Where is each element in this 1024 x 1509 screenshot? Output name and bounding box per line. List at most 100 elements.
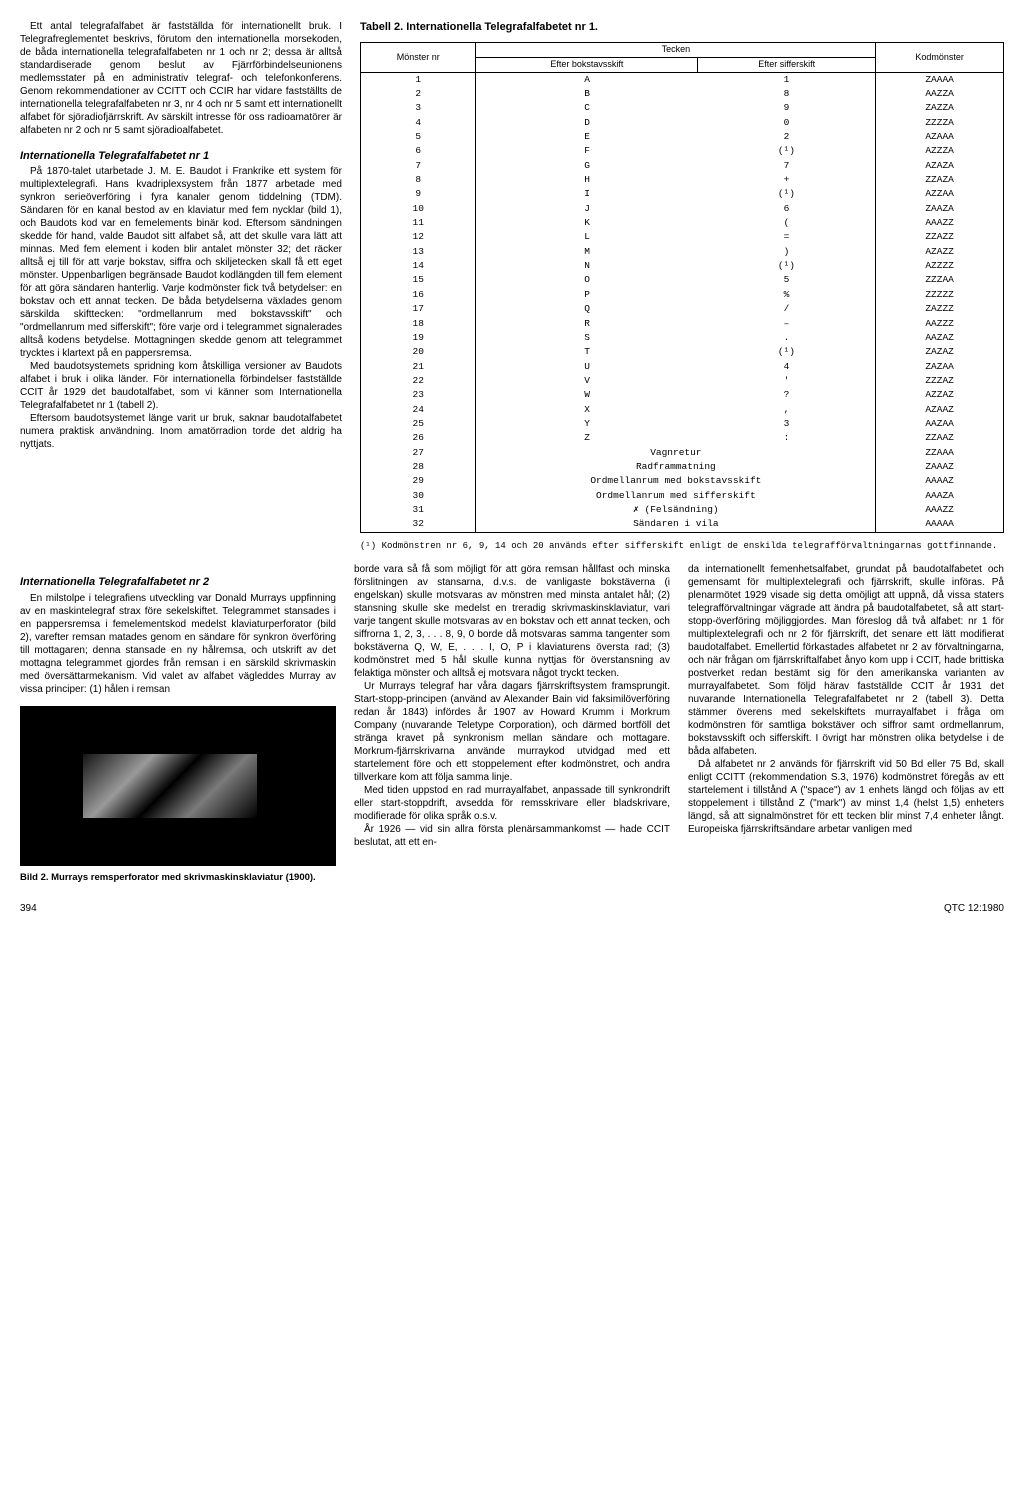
table-cell: (¹) (698, 259, 876, 273)
table-cell: ZZAZZ (876, 230, 1004, 244)
table-cell: Q (476, 302, 698, 316)
table-cell: 9 (698, 101, 876, 115)
table-cell: (¹) (698, 345, 876, 359)
table-cell: ZAAAZ (876, 460, 1004, 474)
table-cell: U (476, 360, 698, 374)
table-cell: 3 (361, 101, 476, 115)
table-cell: 14 (361, 259, 476, 273)
table-cell: ZAZZZ (876, 302, 1004, 316)
table-cell: ) (698, 245, 876, 259)
table-cell: ZZAAZ (876, 431, 1004, 445)
table-cell: 6 (361, 144, 476, 158)
table-cell: AAZAZ (876, 331, 1004, 345)
table-cell: P (476, 288, 698, 302)
paragraph: da internationellt femenhetsalfabet, gru… (688, 563, 1004, 758)
table-cell: ZZAZA (876, 173, 1004, 187)
table-cell: AZAAZ (876, 403, 1004, 417)
table-cell: 32 (361, 517, 476, 532)
table-cell: 13 (361, 245, 476, 259)
paragraph: borde vara så få som möjligt för att gör… (354, 563, 670, 680)
table-cell: 4 (361, 116, 476, 130)
table-cell: L (476, 230, 698, 244)
table-cell: 8 (698, 87, 876, 101)
table-cell: W (476, 388, 698, 402)
issue-ref: QTC 12:1980 (944, 902, 1004, 915)
table-cell: AAAZZ (876, 503, 1004, 517)
table-cell: D (476, 116, 698, 130)
table-cell: V (476, 374, 698, 388)
table-cell: 23 (361, 388, 476, 402)
table-cell: 7 (361, 159, 476, 173)
table-cell: C (476, 101, 698, 115)
table-cell: 8 (361, 173, 476, 187)
table-cell: ZAZAZ (876, 345, 1004, 359)
table-cell: 6 (698, 202, 876, 216)
page-number: 394 (20, 902, 37, 915)
th-efter-bok: Efter bokstavsskift (476, 57, 698, 72)
section-heading-1: Internationella Telegrafalfabetet nr 1 (20, 149, 342, 163)
table-cell: ? (698, 388, 876, 402)
table-cell: AAZAA (876, 417, 1004, 431)
table-cell: 31 (361, 503, 476, 517)
lower-col-3: da internationellt femenhetsalfabet, gru… (688, 563, 1004, 892)
table-cell: (¹) (698, 187, 876, 201)
table-cell: 9 (361, 187, 476, 201)
table-cell: 2 (698, 130, 876, 144)
table-cell: 26 (361, 431, 476, 445)
table-cell: 17 (361, 302, 476, 316)
table-cell: AZAZA (876, 159, 1004, 173)
table-cell: F (476, 144, 698, 158)
figure-2-caption: Bild 2. Murrays remsperforator med skriv… (20, 872, 336, 884)
table-cell: 16 (361, 288, 476, 302)
table-cell: ZAAZA (876, 202, 1004, 216)
table-cell: 10 (361, 202, 476, 216)
telegraph-table: Mönster nr Tecken Kodmönster Efter bokst… (360, 42, 1004, 532)
table-cell: 29 (361, 474, 476, 488)
table-cell: ZAZZA (876, 101, 1004, 115)
table-cell: 22 (361, 374, 476, 388)
table-cell: S (476, 331, 698, 345)
table-cell: 21 (361, 360, 476, 374)
table-cell: Ordmellanrum med sifferskift (476, 489, 876, 503)
table-cell: X (476, 403, 698, 417)
table-cell: AZAZZ (876, 245, 1004, 259)
table-cell: 11 (361, 216, 476, 230)
table-area: Tabell 2. Internationella Telegrafalfabe… (360, 20, 1004, 551)
table-cell: ZZAAA (876, 446, 1004, 460)
page-footer: 394 QTC 12:1980 (20, 902, 1004, 915)
table-cell: ( (698, 216, 876, 230)
table-cell: – (698, 317, 876, 331)
table-cell: ZZZZA (876, 116, 1004, 130)
paragraph: Eftersom baudotsystemet länge varit ur b… (20, 412, 342, 451)
table-cell: Sändaren i vila (476, 517, 876, 532)
table-cell: AZAAA (876, 130, 1004, 144)
table-cell: AAAAZ (876, 474, 1004, 488)
table-cell: 19 (361, 331, 476, 345)
paragraph: Med tiden uppstod en rad murrayalfabet, … (354, 784, 670, 823)
table-cell: T (476, 345, 698, 359)
column-1: Ett antal telegrafalfabet är fastställda… (20, 20, 342, 551)
table-cell: 1 (698, 72, 876, 87)
table-cell: 1 (361, 72, 476, 87)
table-cell: % (698, 288, 876, 302)
table-footnote: (¹) Kodmönstren nr 6, 9, 14 och 20 använ… (360, 541, 1004, 552)
table-cell: Radframmatning (476, 460, 876, 474)
table-cell: E (476, 130, 698, 144)
table-cell: A (476, 72, 698, 87)
paragraph: Ur Murrays telegraf har våra dagars fjär… (354, 680, 670, 784)
table-cell: AAAAA (876, 517, 1004, 532)
table-cell: 2 (361, 87, 476, 101)
table-cell: = (698, 230, 876, 244)
table-cell: 30 (361, 489, 476, 503)
table-cell: ' (698, 374, 876, 388)
table-cell: : (698, 431, 876, 445)
table-cell: Ordmellanrum med bokstavsskift (476, 474, 876, 488)
table-cell: O (476, 273, 698, 287)
th-kod: Kodmönster (876, 43, 1004, 72)
table-cell: M (476, 245, 698, 259)
table-cell: 24 (361, 403, 476, 417)
table-cell: ✗ (Felsändning) (476, 503, 876, 517)
table-cell: ZZZZZ (876, 288, 1004, 302)
table-cell: ZAZAA (876, 360, 1004, 374)
figure-2-photo (20, 706, 336, 866)
